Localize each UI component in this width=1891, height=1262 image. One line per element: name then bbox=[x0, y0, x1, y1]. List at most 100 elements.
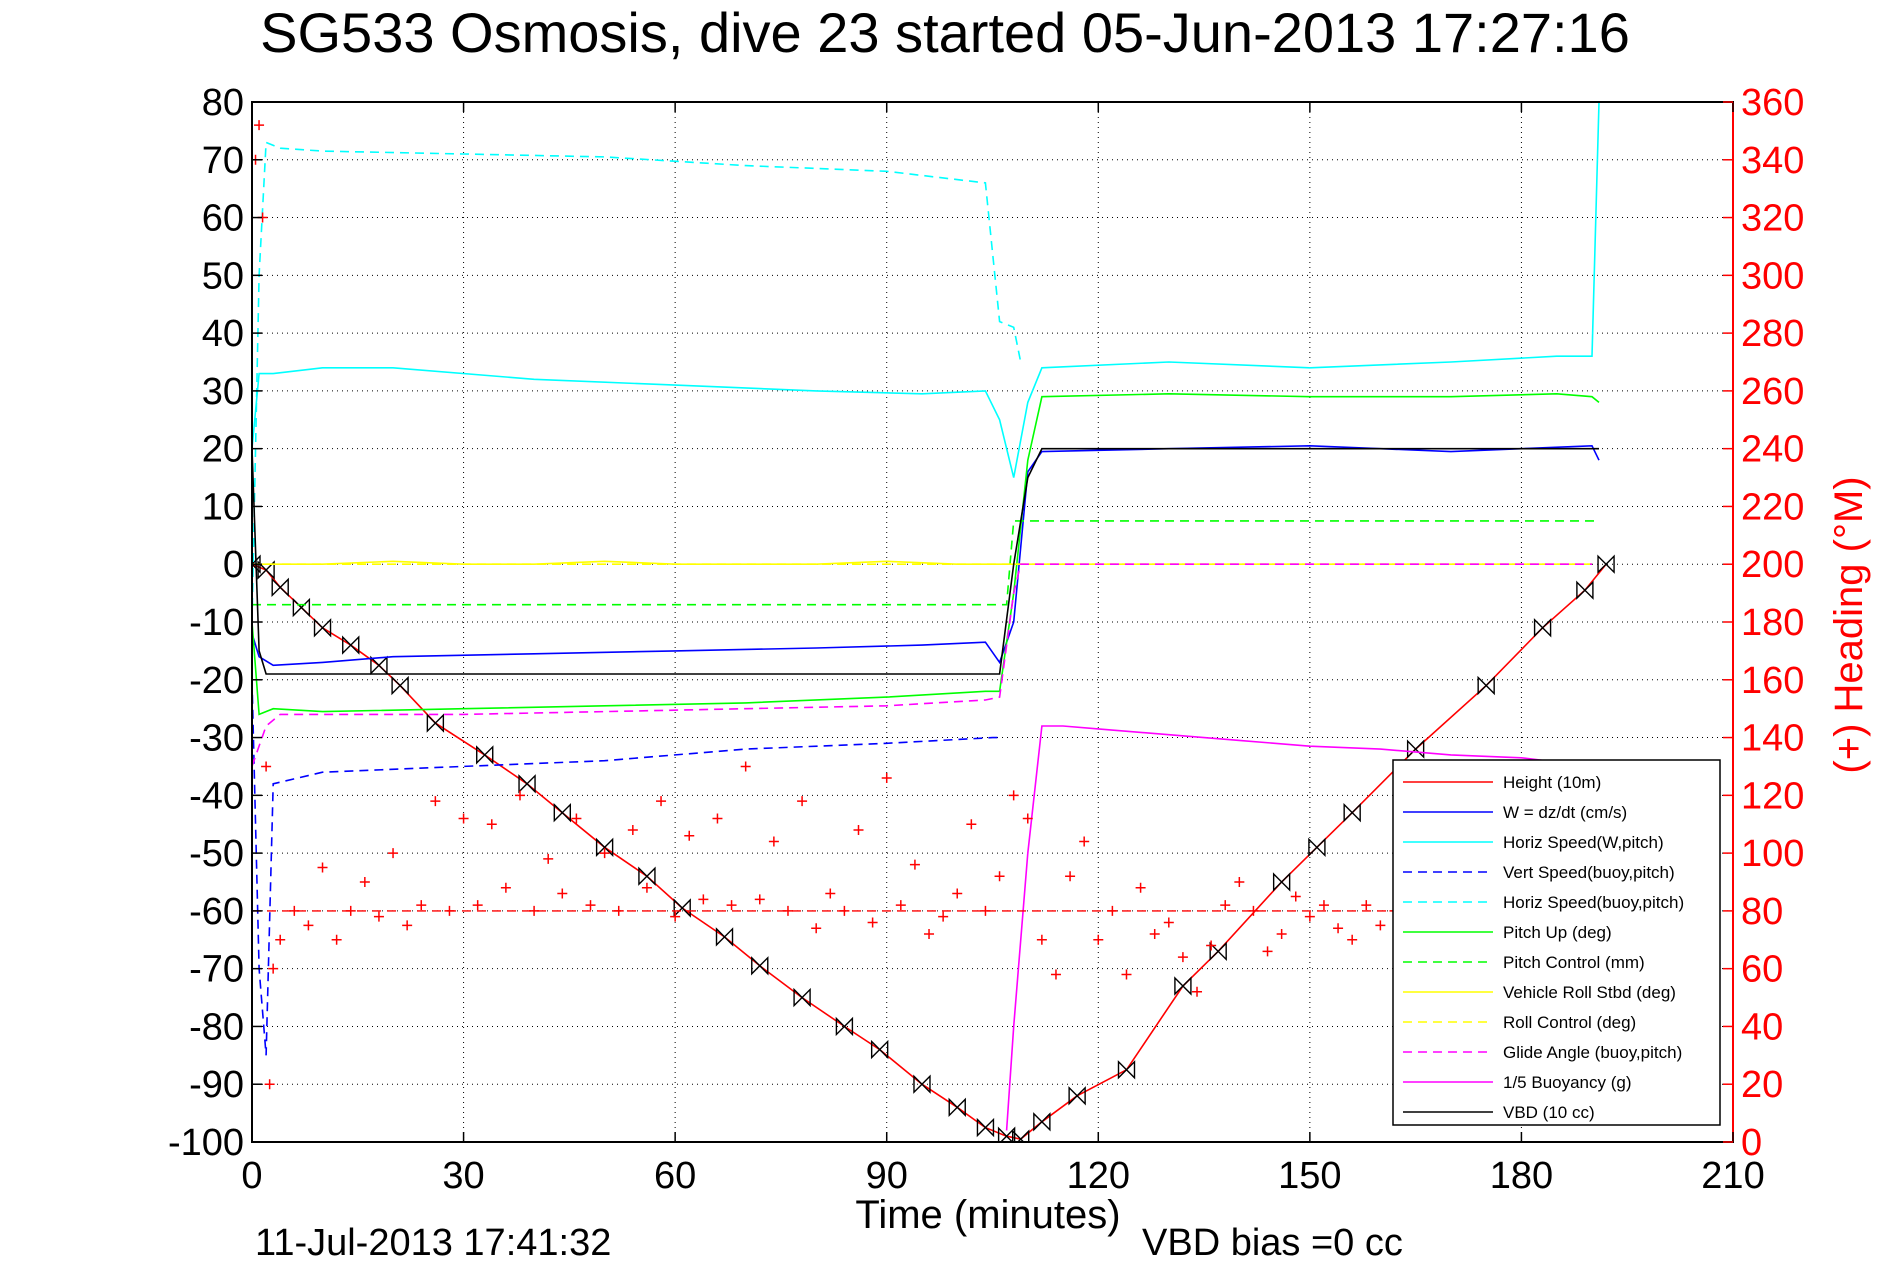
y-tick-label: -70 bbox=[189, 949, 244, 991]
heading-point bbox=[1192, 986, 1203, 997]
legend-label: VBD (10 cc) bbox=[1503, 1103, 1595, 1122]
height-marker bbox=[638, 866, 656, 886]
heading-point bbox=[543, 853, 554, 864]
tick-labels: 0 30 60 90 120 150 180 210-100-90-80-70-60-50-4… bbox=[168, 82, 1804, 1197]
y-tick-label: 60 bbox=[202, 198, 244, 240]
heading-point bbox=[402, 920, 413, 931]
y-tick-label: -20 bbox=[189, 660, 244, 702]
y-tick-label: -10 bbox=[189, 602, 244, 644]
legend-label: Pitch Up (deg) bbox=[1503, 923, 1612, 942]
heading-point bbox=[853, 825, 864, 835]
series-layer bbox=[252, 102, 1615, 1142]
y-tick-label: -100 bbox=[168, 1122, 244, 1164]
y2-tick-label: 100 bbox=[1741, 833, 1804, 875]
height-marker bbox=[518, 774, 536, 794]
right-axis-label: (+) Heading (°M) bbox=[1827, 476, 1871, 773]
y-tick-label: 10 bbox=[202, 486, 244, 528]
height-marker bbox=[835, 1016, 854, 1037]
height-marker bbox=[1272, 872, 1291, 892]
heading-point bbox=[500, 882, 511, 893]
heading-point bbox=[754, 894, 765, 905]
heading-point bbox=[641, 882, 652, 893]
legend-label: Glide Angle (buoy,pitch) bbox=[1503, 1043, 1682, 1062]
height-marker bbox=[1033, 1112, 1051, 1132]
series-line-1 bbox=[252, 444, 1600, 667]
height-marker bbox=[426, 713, 445, 733]
legend-label: Vehicle Roll Stbd (deg) bbox=[1503, 983, 1676, 1002]
height-marker bbox=[1576, 580, 1594, 600]
heading-point bbox=[698, 894, 709, 905]
heading-point bbox=[740, 761, 751, 772]
height-marker bbox=[913, 1074, 931, 1094]
height-marker bbox=[1597, 554, 1615, 574]
legend-label: W = dz/dt (cm/s) bbox=[1503, 803, 1627, 822]
height-marker bbox=[793, 987, 811, 1008]
heading-point bbox=[924, 929, 935, 939]
height-marker bbox=[715, 927, 734, 947]
ticks bbox=[251, 101, 1734, 1143]
heading-point bbox=[1333, 923, 1344, 934]
y-tick-label: 30 bbox=[202, 371, 244, 413]
y2-tick-label: 240 bbox=[1741, 429, 1804, 471]
heading-point bbox=[388, 848, 399, 859]
height-marker bbox=[751, 956, 769, 976]
heading-point bbox=[1008, 790, 1019, 801]
heading-point bbox=[345, 905, 356, 916]
heading-point bbox=[599, 848, 610, 859]
heading-point bbox=[261, 761, 272, 772]
y-tick-label: 80 bbox=[202, 82, 244, 124]
y-tick-label: 40 bbox=[202, 313, 244, 355]
height-marker bbox=[271, 577, 289, 598]
y2-tick-label: 20 bbox=[1741, 1064, 1783, 1106]
height-marker bbox=[1209, 941, 1227, 962]
y2-tick-label: 200 bbox=[1741, 544, 1804, 586]
heading-point bbox=[1149, 929, 1160, 939]
heading-point bbox=[444, 905, 455, 916]
heading-point bbox=[768, 836, 779, 847]
heading-point bbox=[1347, 934, 1358, 945]
y-tick-label: -30 bbox=[189, 718, 244, 760]
heading-point bbox=[684, 830, 695, 841]
series-line-3 bbox=[252, 679, 1000, 1056]
x-tick-label: 90 bbox=[866, 1155, 908, 1197]
x-tick-label: 0 bbox=[241, 1155, 262, 1197]
y-tick-label: 70 bbox=[202, 140, 244, 182]
heading-point bbox=[1107, 905, 1118, 916]
y-tick-label: 0 bbox=[223, 544, 244, 586]
y2-tick-label: 40 bbox=[1741, 1006, 1783, 1048]
heading-point bbox=[712, 813, 723, 824]
heading-point bbox=[1163, 917, 1174, 928]
heading-point bbox=[1276, 929, 1287, 939]
heading-point bbox=[1234, 877, 1245, 887]
y2-tick-label: 120 bbox=[1741, 775, 1804, 817]
heading-point bbox=[458, 813, 469, 824]
heading-point bbox=[317, 862, 328, 873]
y2-tick-label: 340 bbox=[1741, 140, 1804, 182]
y2-tick-label: 300 bbox=[1741, 255, 1804, 297]
heading-point bbox=[1290, 891, 1301, 902]
y-tick-label: 20 bbox=[202, 429, 244, 471]
height-marker bbox=[1343, 802, 1361, 823]
heading-point bbox=[303, 920, 314, 931]
heading-point bbox=[839, 905, 850, 916]
x-tick-label: 210 bbox=[1701, 1155, 1764, 1197]
heading-point bbox=[1361, 900, 1372, 911]
heading-point bbox=[585, 900, 596, 911]
y2-tick-label: 220 bbox=[1741, 486, 1804, 528]
legend-label: Height (10m) bbox=[1503, 773, 1601, 792]
heading-point bbox=[472, 900, 483, 911]
heading-point bbox=[1177, 952, 1188, 963]
heading-point bbox=[909, 859, 920, 870]
heading-point bbox=[416, 900, 427, 911]
heading-point bbox=[1304, 911, 1315, 922]
legend-box bbox=[1392, 759, 1721, 1126]
heading-point bbox=[1121, 969, 1132, 980]
heading-point bbox=[966, 819, 977, 830]
height-marker bbox=[342, 635, 360, 655]
legend-label: Vert Speed(buoy,pitch) bbox=[1503, 863, 1675, 882]
height-marker bbox=[976, 1117, 995, 1138]
heading-point bbox=[514, 790, 525, 801]
heading-point bbox=[1036, 934, 1047, 945]
footer-timestamp: 11-Jul-2013 17:41:32 bbox=[255, 1222, 611, 1262]
legend: Height (10m) W = dz/dt (cm/s) Horiz Speed(… bbox=[1392, 759, 1721, 1126]
